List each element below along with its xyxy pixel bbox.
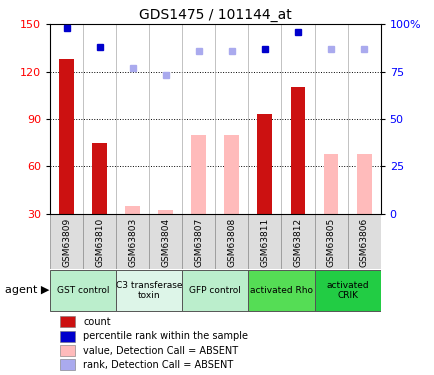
Text: activated Rho: activated Rho [250,286,312,295]
Bar [116,270,182,311]
Bar [323,154,338,214]
Text: GFP control: GFP control [189,286,241,295]
Bar [191,135,206,214]
Bar [50,270,116,311]
Text: activated
CRIK: activated CRIK [326,281,368,300]
Bar [281,214,314,269]
Text: percentile rank within the sample: percentile rank within the sample [83,332,247,341]
Text: rank, Detection Call = ABSENT: rank, Detection Call = ABSENT [83,360,233,370]
Text: agent ▶: agent ▶ [5,285,49,296]
Bar [158,210,173,214]
Bar [215,214,248,269]
Text: GSM63811: GSM63811 [260,218,269,267]
Text: C3 transferase
toxin: C3 transferase toxin [116,281,182,300]
Bar [60,345,75,356]
Bar [60,316,75,327]
Bar [290,87,305,214]
Bar [60,359,75,370]
Bar [248,270,314,311]
Bar [125,206,140,214]
Bar [356,154,371,214]
Text: count: count [83,316,111,327]
Bar [92,142,107,214]
Bar [60,331,75,342]
Bar [182,214,215,269]
Bar [314,270,380,311]
Bar [59,59,74,214]
Bar [182,270,248,311]
Text: GSM63810: GSM63810 [95,218,104,267]
Bar [314,214,347,269]
Text: GSM63808: GSM63808 [227,218,236,267]
Bar [83,214,116,269]
Text: GSM63804: GSM63804 [161,218,170,267]
Text: GSM63806: GSM63806 [359,218,368,267]
Text: GSM63805: GSM63805 [326,218,335,267]
Bar [149,214,182,269]
Title: GDS1475 / 101144_at: GDS1475 / 101144_at [138,8,291,22]
Bar [257,114,272,214]
Bar [116,214,149,269]
Text: GSM63812: GSM63812 [293,218,302,267]
Text: value, Detection Call = ABSENT: value, Detection Call = ABSENT [83,345,238,355]
Text: GSM63803: GSM63803 [128,218,137,267]
Text: GSM63807: GSM63807 [194,218,203,267]
Bar [248,214,281,269]
Bar [50,214,83,269]
Text: GST control: GST control [57,286,109,295]
Bar [224,135,239,214]
Bar [347,214,380,269]
Text: GSM63809: GSM63809 [62,218,71,267]
